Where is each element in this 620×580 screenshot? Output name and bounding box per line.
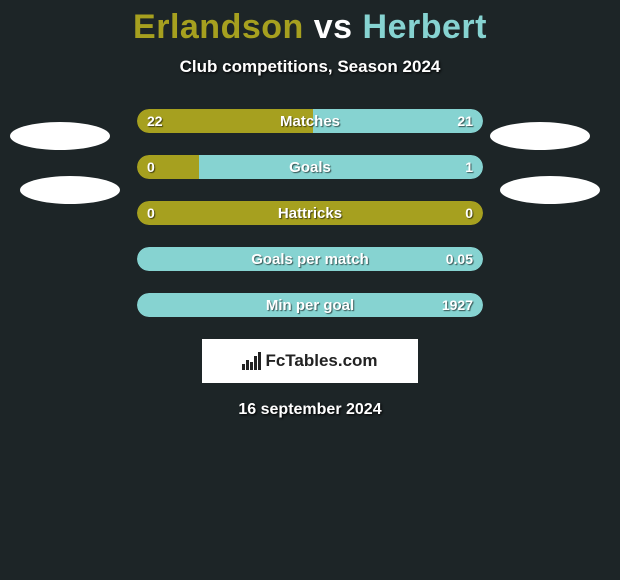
stat-value-right: 1927 <box>442 293 473 317</box>
stat-value-left: 22 <box>147 109 163 133</box>
stat-bar-right <box>137 247 483 271</box>
stat-row: Matches2221 <box>137 109 483 133</box>
bar-chart-icon <box>242 352 261 370</box>
stat-value-right: 21 <box>457 109 473 133</box>
stat-value-right: 1 <box>465 155 473 179</box>
comparison-rows: Matches2221Goals01Hattricks00Goals per m… <box>137 109 483 317</box>
stat-row: Hattricks00 <box>137 201 483 225</box>
date: 16 september 2024 <box>0 401 620 419</box>
decorative-oval <box>500 176 600 204</box>
subtitle: Club competitions, Season 2024 <box>0 57 620 77</box>
stat-value-right: 0.05 <box>446 247 473 271</box>
decorative-oval <box>10 122 110 150</box>
stat-row: Min per goal1927 <box>137 293 483 317</box>
title-right: Herbert <box>363 8 487 46</box>
decorative-oval <box>20 176 120 204</box>
page-title: Erlandson vs Herbert <box>0 0 620 47</box>
stat-bar-right <box>137 293 483 317</box>
decorative-oval <box>490 122 590 150</box>
stat-value-right: 0 <box>465 201 473 225</box>
stat-bar-right <box>199 155 483 179</box>
title-vs: vs <box>304 8 363 46</box>
stat-bar-left <box>137 201 483 225</box>
stat-bar-left <box>137 109 313 133</box>
logo-text: FcTables.com <box>265 351 377 371</box>
stat-row: Goals per match0.05 <box>137 247 483 271</box>
stat-row: Goals01 <box>137 155 483 179</box>
title-left: Erlandson <box>133 8 304 46</box>
stat-value-left: 0 <box>147 155 155 179</box>
stat-value-left: 0 <box>147 201 155 225</box>
logo-box: FcTables.com <box>202 339 418 383</box>
